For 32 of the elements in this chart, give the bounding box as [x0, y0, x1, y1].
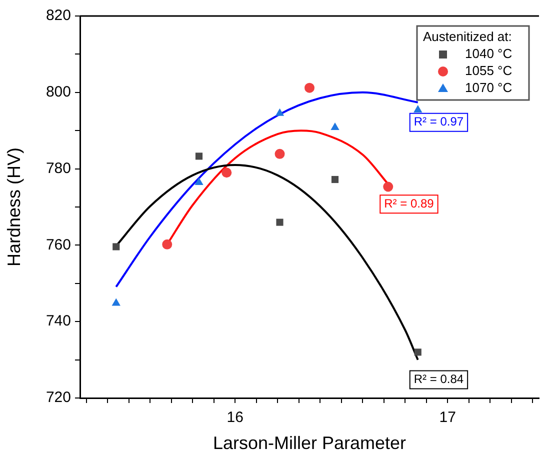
point: [383, 182, 394, 192]
y-axis-title: Hardness (HV): [4, 147, 24, 267]
y-tick-label: 820: [46, 7, 71, 24]
legend-title: Austenitized at:: [423, 29, 512, 44]
legend-label: 1040 °C: [465, 46, 512, 62]
y-tick-label: 720: [46, 389, 71, 406]
legend-label: 1070 °C: [465, 80, 512, 96]
annotation: R² = 0.97: [414, 114, 464, 129]
legend-label: 1055 °C: [465, 63, 512, 78]
x-tick-label: 17: [439, 409, 456, 426]
point: [414, 104, 422, 112]
annotation: R² = 0.84: [414, 372, 464, 386]
point: [274, 148, 285, 159]
point: [330, 122, 340, 130]
point: [162, 239, 172, 250]
y-tick-label: 740: [46, 312, 71, 330]
point: [112, 298, 120, 306]
point: [194, 178, 204, 186]
x-tick-label: 16: [226, 409, 244, 426]
point: [331, 176, 339, 184]
y-tick-label: 800: [46, 84, 71, 101]
point: [195, 152, 203, 160]
point: [276, 218, 284, 226]
annotation: R² = 0.89: [384, 196, 434, 210]
point: [304, 82, 314, 93]
point: [112, 243, 120, 250]
point: [275, 108, 284, 116]
point: [222, 168, 232, 178]
y-tick-label: 760: [46, 236, 71, 254]
x-axis-title: Larson-Miller Parameter: [212, 433, 406, 454]
y-tick-label: 780: [46, 160, 71, 177]
point: [414, 348, 422, 356]
